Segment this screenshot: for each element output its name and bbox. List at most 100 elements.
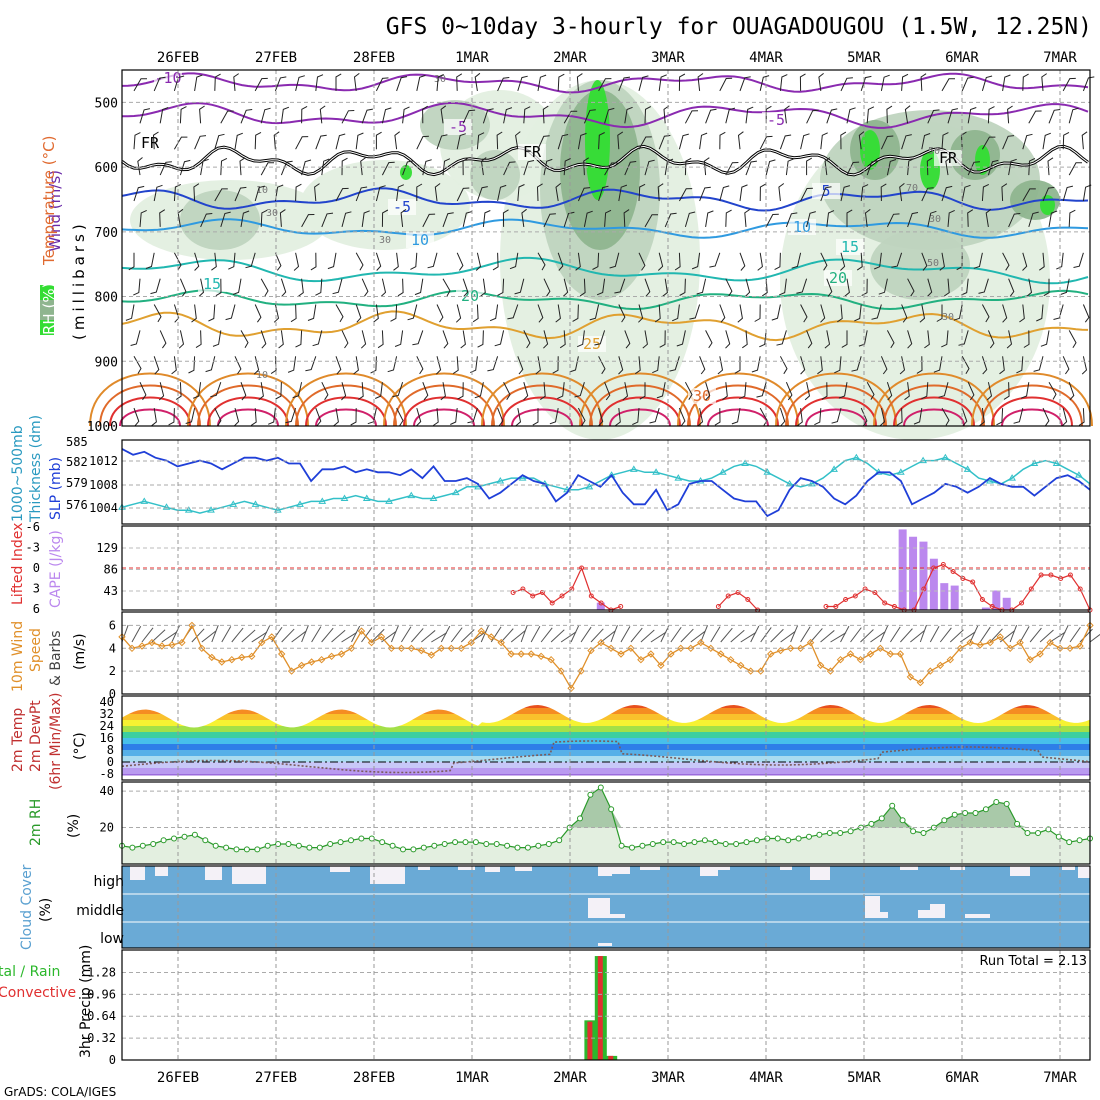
lifted-index-point <box>979 597 985 602</box>
wind-barb <box>944 278 950 297</box>
rh-point <box>806 833 812 840</box>
surface-wind-barb <box>889 626 901 643</box>
wind-barb <box>175 382 182 400</box>
wind-barb <box>315 134 327 150</box>
p2-thickness-label1: 1000~500mb <box>10 425 26 522</box>
contour-label-bg <box>788 219 816 235</box>
middle-cloud-gap <box>588 898 610 918</box>
p5-label1: 2m Temp <box>10 708 26 772</box>
wind-barb <box>467 407 478 424</box>
p3-right-tick: 43 <box>104 584 118 598</box>
thickness-point <box>140 497 149 504</box>
wind-barb <box>765 213 779 228</box>
middle-cloud-gap <box>880 912 888 918</box>
wind-barb <box>806 330 813 349</box>
wind-barb <box>514 278 525 295</box>
rh-point <box>524 844 531 851</box>
wind-barb <box>941 132 949 150</box>
wind-barb <box>678 73 686 91</box>
wind-speed-point <box>1066 644 1074 653</box>
wind-barb <box>557 252 564 271</box>
wind-barb <box>361 278 369 297</box>
wind-barb <box>779 356 788 375</box>
surface-wind-barb <box>510 630 526 643</box>
wind-barb <box>1036 304 1044 322</box>
wind-barb <box>985 208 992 227</box>
wind-barb <box>295 330 303 348</box>
rh-point <box>212 842 219 849</box>
lifted-index-point <box>960 576 966 581</box>
temp-contour-15 <box>121 256 1089 285</box>
wind-barb <box>278 330 284 349</box>
contour-label-bg <box>154 70 182 86</box>
surface-wind-barb <box>1019 626 1030 643</box>
wind-barb <box>785 382 793 401</box>
wind-barb <box>474 72 481 91</box>
diurnal-temp-contour <box>511 408 573 427</box>
wind-speed-point <box>188 621 196 630</box>
surface-wind-barb <box>660 625 670 643</box>
wind-barb <box>543 330 549 349</box>
wind-barb <box>152 131 159 150</box>
thickness-point <box>273 506 282 513</box>
wind-barb <box>502 209 509 227</box>
p3-left-tick: 6 <box>33 602 40 616</box>
thickness-point <box>340 494 349 501</box>
wind-barb <box>880 183 887 202</box>
wind-barb <box>866 381 875 400</box>
wind-barb <box>617 131 624 150</box>
p2-thickness-label2: Thickness (dm) <box>28 415 44 523</box>
panel-8-titles: tal / Rain Convective 3hr Precip (mm) <box>0 945 94 1058</box>
wind-barb <box>497 184 507 202</box>
surface-wind-barb <box>850 627 862 643</box>
wind-barb <box>416 356 424 375</box>
wind-barb <box>880 356 888 375</box>
wind-barb <box>422 382 429 401</box>
wind-barb <box>920 73 927 91</box>
wind-barb <box>319 105 326 124</box>
contour-label-bg <box>578 336 606 352</box>
surface-wind-barb <box>201 630 217 643</box>
wind-barb <box>275 382 282 400</box>
wind-speed-point <box>138 642 146 650</box>
wind-barb <box>503 381 511 400</box>
wind-speed-point <box>936 661 945 670</box>
wind-speed-point <box>178 638 186 647</box>
wind-barb <box>691 252 701 270</box>
wind-barb <box>489 304 499 322</box>
wind-speed-point <box>437 644 446 653</box>
wind-speed-point <box>986 638 994 647</box>
wind-barb <box>394 330 404 347</box>
wind-barb <box>234 186 247 202</box>
wind-barb <box>779 407 786 427</box>
wind-barb <box>826 278 833 297</box>
wind-barb <box>416 183 423 201</box>
wind-barb <box>462 157 469 176</box>
wind-barb <box>381 107 392 124</box>
lifted-index-point <box>950 569 956 574</box>
wind-barb <box>618 304 626 323</box>
wind-barb <box>436 304 444 323</box>
wind-speed-point <box>806 638 815 647</box>
wind-barb <box>307 304 317 321</box>
lifted-index-point <box>989 604 995 609</box>
wind-barb <box>1078 408 1085 426</box>
wind-barb <box>1002 252 1010 271</box>
wind-speed-point <box>567 684 575 693</box>
temp-contour-label: 10 <box>411 231 429 249</box>
p1-ytick-label: 700 <box>95 226 118 241</box>
temp-contour-label: 15 <box>203 275 221 293</box>
date-label-top: 1MAR <box>455 50 489 66</box>
p2-left-tick: 585 <box>66 435 88 449</box>
cape-bar <box>950 585 959 610</box>
rh-point <box>910 828 917 835</box>
rh-point <box>722 841 729 847</box>
temp-contour-label: -5 <box>767 111 785 129</box>
wind-barb <box>194 135 207 150</box>
wind-barb <box>1041 73 1047 91</box>
rh-point <box>181 833 188 840</box>
contour-label-bg <box>136 135 164 151</box>
rh-point <box>889 802 896 809</box>
wind-barb <box>858 131 865 150</box>
wind-barb <box>523 382 529 401</box>
